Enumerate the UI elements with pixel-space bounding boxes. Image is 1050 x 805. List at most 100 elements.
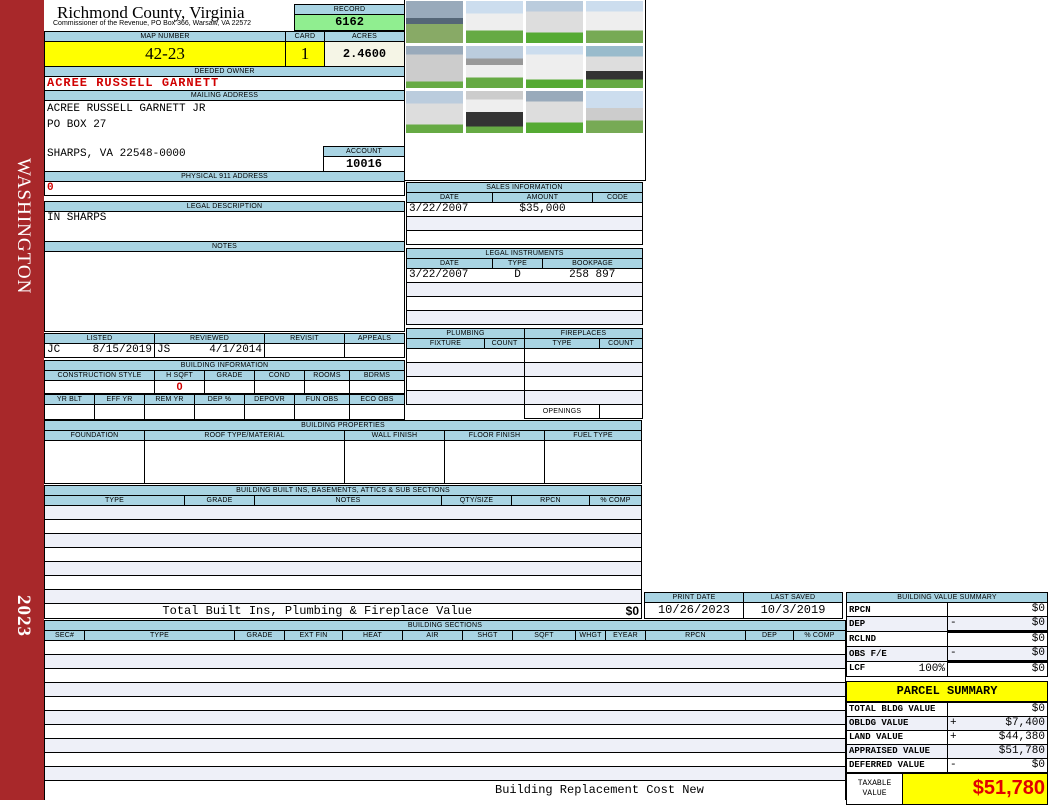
builtins-total-value: $0 [589,603,642,619]
owner-value: ACREE RUSSELL GARNETT [44,76,405,91]
building-section-row [44,752,846,767]
building-value-summary-label: BUILDING VALUE SUMMARY [846,592,1048,603]
property-photo[interactable] [585,45,644,89]
fireplaces-label: FIREPLACES [524,328,643,339]
sales-row: 3/22/2007 $35,000 [406,202,643,217]
summary-label: DEFERRED VALUE [846,757,948,773]
building-section-header: TYPE [84,630,235,641]
summary-label: OBLDG VALUE [846,715,948,731]
builtin-row [44,575,642,590]
building-section-header: HEAT [342,630,403,641]
property-photo[interactable] [405,90,464,134]
property-photo[interactable] [585,90,644,134]
photo-gallery [404,0,646,181]
summary-row: RCLND $0 [846,631,1048,647]
sales-amount: $35,000 [492,202,593,217]
record-label: RECORD [295,5,404,15]
building-property-header: WALL FINISH [344,430,445,441]
sales-date: 3/22/2007 [406,202,493,217]
building-property-header: FLOOR FINISH [444,430,545,441]
property-photo[interactable] [465,45,524,89]
fixture-header: FIXTURE [406,338,485,349]
sales-amount-header: AMOUNT [492,192,593,203]
instrument-bookpage: 258 897 [542,268,643,283]
print-date-label: PRINT DATE [644,592,744,603]
property-photo[interactable] [525,90,584,134]
summary-value: - $0 [947,646,1048,663]
summary-row: LCF 100% $0 [846,661,1048,677]
mailing-line-3: SHARPS, VA 22548-0000 [47,148,186,160]
instrument-type-header: TYPE [492,258,543,269]
reviewed-by: JS [157,344,171,357]
summary-value: - $0 [947,616,1048,633]
building-section-header: SEC# [44,630,85,641]
building-info-header: YR BLT [44,394,95,405]
summary-row: DEP - $0 [846,616,1048,633]
fireplace-count-header: COUNT [599,338,643,349]
builtin-row [44,589,642,604]
building-info-label: BUILDING INFORMATION [44,360,405,371]
mailing-line-1: ACREE RUSSELL GARNETT JR [47,103,206,115]
building-info-header: GRADE [204,370,255,381]
fireplace-type-header: TYPE [524,338,601,349]
instruments-label: LEGAL INSTRUMENTS [406,248,643,259]
property-photo[interactable] [465,0,524,44]
account-box: ACCOUNT 10016 [323,146,404,171]
mailing-line-2: PO BOX 27 [47,119,107,131]
building-info-header: BDRMS [349,370,405,381]
building-section-row [44,682,846,697]
builtins-header: NOTES [254,495,442,506]
property-photo[interactable] [405,0,464,44]
property-photo[interactable] [465,90,524,134]
reviewed-value: JS 4/1/2014 [154,343,265,358]
building-info-header: DEP % [194,394,245,405]
physical-address-value: 0 [44,181,405,196]
summary-value: $0 [947,631,1048,647]
card-value: 1 [285,41,325,67]
taxable-value-label: TAXABLE VALUE [846,772,903,805]
summary-row: OBS F/E - $0 [846,646,1048,663]
building-info-header: ECO OBS [349,394,405,405]
openings-label: OPENINGS [524,404,601,419]
map-number-value: 42-23 [44,41,286,67]
building-info-header: COND [254,370,305,381]
property-photo[interactable] [585,0,644,44]
building-section-header: WHGT [575,630,606,641]
revisit-value [264,343,345,358]
taxable-value: $51,780 [902,772,1048,805]
parcel-summary-label: PARCEL SUMMARY [846,681,1048,703]
summary-value: $0 [947,661,1048,677]
sales-label: SALES INFORMATION [406,182,643,193]
last-saved-label: LAST SAVED [743,592,843,603]
building-section-row [44,710,846,725]
instrument-date-header: DATE [406,258,493,269]
legal-description-label: LEGAL DESCRIPTION [44,201,405,212]
building-property-header: ROOF TYPE/MATERIAL [144,430,345,441]
building-property-header: FOUNDATION [44,430,145,441]
instrument-row: 3/22/2007 D 258 897 [406,268,643,283]
district-label: WASHINGTON [13,158,34,295]
builtin-row [44,547,642,562]
builtins-label: BUILDING BUILT INS, BASEMENTS, ATTICS & … [44,485,642,496]
property-photo[interactable] [525,0,584,44]
summary-label: APPRAISED VALUE [846,743,948,759]
building-info-header: FUN OBS [294,394,350,405]
property-photo[interactable] [525,45,584,89]
print-date-value: 10/26/2023 [644,602,744,619]
summary-row: RPCN $0 [846,602,1048,617]
builtin-row [44,519,642,534]
property-photo[interactable] [405,45,464,89]
summary-value: + $7,400 [947,715,1048,731]
builtins-header: TYPE [44,495,185,506]
account-value: 10016 [345,157,382,171]
builtins-header: % COMP [589,495,642,506]
summary-label: LCF 100% [846,661,948,677]
building-property-header: FUEL TYPE [544,430,642,441]
summary-label: DEP [846,616,948,632]
building-info-header: EFF YR [94,394,145,405]
building-section-row [44,724,846,739]
builtins-header: GRADE [184,495,255,506]
building-info-header: ROOMS [304,370,350,381]
sales-code-header: CODE [592,192,643,203]
summary-label: RPCN [846,602,948,617]
